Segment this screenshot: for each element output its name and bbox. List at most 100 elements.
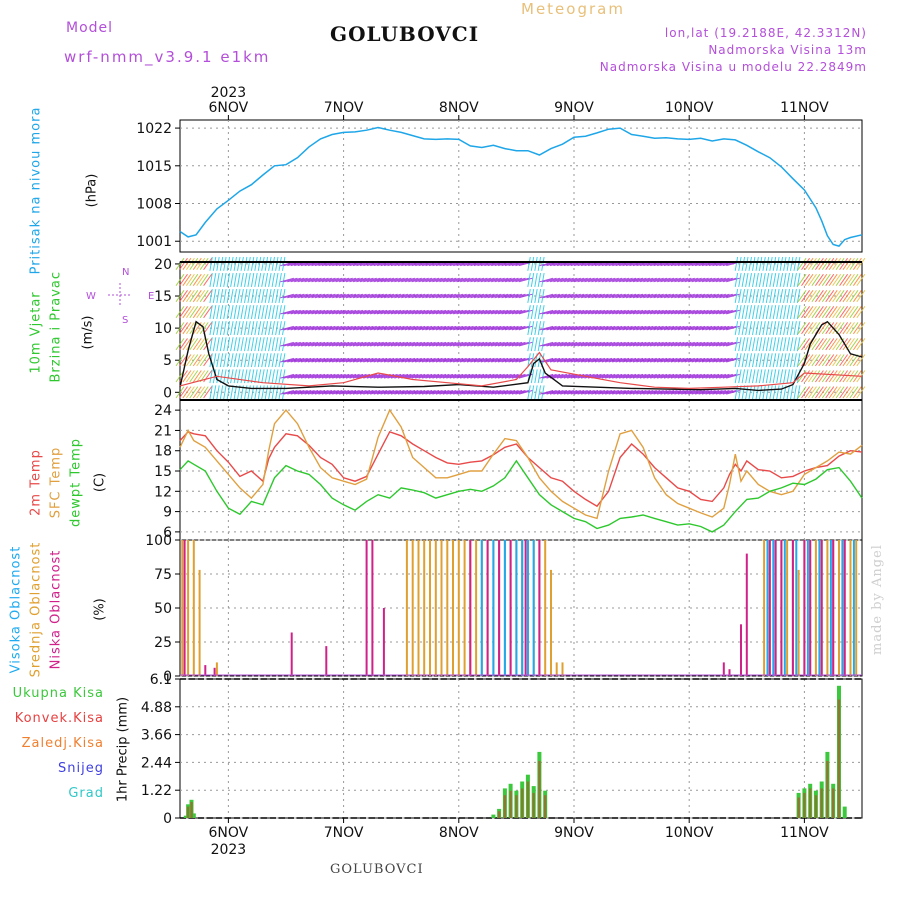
wind-barb: [670, 341, 685, 347]
wind-barb: [373, 293, 388, 299]
wind-barb: [807, 306, 817, 319]
wind-barb: [796, 321, 801, 336]
wind-barb: [352, 341, 367, 347]
wind-barb: [852, 386, 862, 399]
wind-barb: [684, 293, 699, 299]
wind-barb: [294, 357, 308, 363]
wind-barb: [622, 341, 637, 347]
wind-barb: [698, 341, 713, 347]
wind-barb: [752, 385, 756, 400]
wind-barb: [738, 369, 742, 384]
wind-barb: [356, 390, 371, 395]
wind-barb: [352, 309, 367, 315]
wind-barb: [480, 325, 495, 331]
wind-barb: [307, 341, 322, 347]
wind-barb: [804, 290, 814, 303]
wind-barb: [691, 325, 706, 331]
wind-barb: [383, 277, 398, 283]
wind-barb: [390, 293, 405, 299]
cloud-bar: [818, 540, 821, 676]
wind-barb: [338, 309, 353, 315]
wind-barb: [818, 306, 828, 319]
wind-barb: [549, 309, 564, 315]
wind-barb: [755, 353, 759, 368]
ytick-label-temperature: 6: [163, 525, 172, 541]
wind-barb: [779, 289, 784, 303]
wind-barb: [435, 341, 450, 347]
wind-barb: [839, 290, 849, 303]
wind-barb: [677, 390, 692, 395]
wind-barb: [745, 273, 749, 287]
wind-barb: [786, 305, 790, 320]
wind-barb: [797, 273, 807, 286]
wind-barb: [650, 293, 664, 299]
wind-barb: [580, 341, 595, 347]
wind-barb: [530, 337, 535, 352]
wind-barb: [612, 277, 626, 283]
wind-barb: [722, 357, 737, 363]
cloud-bar: [829, 540, 832, 676]
wind-barb: [178, 257, 188, 270]
wind-barb: [835, 370, 845, 383]
wind-barb: [366, 309, 381, 315]
wind-barb: [466, 357, 481, 363]
wind-barb: [275, 337, 279, 352]
wind-barb: [297, 390, 312, 395]
cloud-bar: [780, 540, 783, 676]
wind-barb: [698, 293, 713, 299]
wind-barb: [705, 373, 720, 379]
wind-barb: [546, 277, 561, 283]
wind-barb: [383, 390, 398, 395]
wind-barb: [518, 357, 533, 363]
wind-barb: [786, 353, 790, 368]
wind-barb: [530, 321, 535, 336]
wind-barb: [394, 325, 409, 331]
wind-barb: [769, 305, 773, 320]
wind-barb: [821, 273, 831, 286]
wind-barb: [712, 293, 727, 299]
wind-barb: [515, 293, 530, 299]
wind-barb: [366, 325, 381, 331]
wind-barb: [790, 256, 794, 271]
year-label-bottom: 2023: [211, 842, 247, 858]
wind-barb: [527, 385, 531, 400]
wind-barb: [546, 309, 561, 315]
wind-barb: [240, 289, 244, 303]
wind-barb: [776, 256, 780, 271]
wind-barb: [383, 357, 398, 363]
wind-barb: [705, 357, 720, 363]
wind-barb: [546, 373, 561, 379]
wind-barb: [636, 390, 651, 395]
wind-barb: [192, 306, 202, 319]
wind-barb: [311, 325, 326, 331]
wind-barb: [779, 321, 784, 336]
wind-barb: [786, 289, 790, 303]
wind-barb: [629, 357, 644, 363]
wind-barb: [601, 309, 616, 315]
wind-barb: [342, 357, 357, 363]
wind-barb: [484, 357, 498, 363]
wind-barb: [681, 309, 695, 315]
wind-barb: [698, 325, 713, 331]
wind-barb: [446, 373, 460, 379]
wind-barb: [497, 341, 512, 347]
wind-barb: [321, 341, 336, 347]
wind-barb: [219, 289, 224, 303]
wind-barb: [694, 341, 709, 347]
precip-bar: [826, 761, 829, 818]
wind-barb: [383, 325, 398, 331]
wind-barb: [639, 325, 654, 331]
wind-barb: [508, 341, 523, 347]
wind-barb: [257, 321, 262, 336]
wind-barb: [404, 309, 419, 315]
wind-barb: [244, 369, 248, 384]
wind-barb: [240, 273, 244, 287]
wind-barb: [226, 321, 231, 336]
wind-barb: [573, 293, 588, 299]
wind-barb: [821, 386, 831, 399]
wind-barb: [786, 321, 790, 336]
wind-barb: [712, 277, 727, 283]
wind-barb: [553, 341, 568, 347]
wind-barb: [254, 289, 258, 303]
wind-barb: [415, 293, 429, 299]
